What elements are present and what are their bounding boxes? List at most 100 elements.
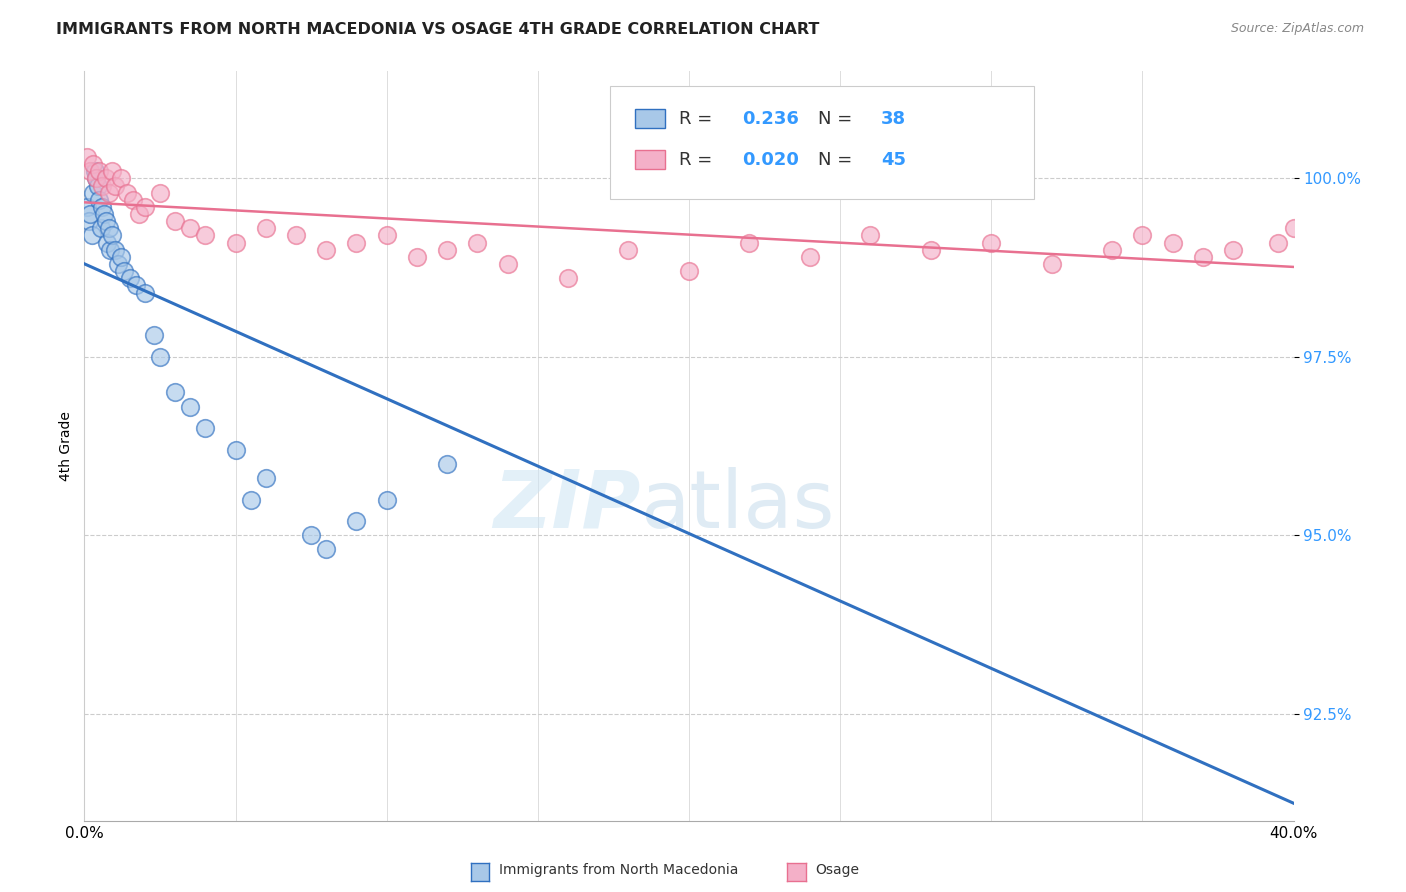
Text: Osage: Osage — [815, 863, 859, 877]
Point — [96, 235, 118, 250]
Point — [225, 442, 247, 457]
Point — [738, 171, 761, 186]
Y-axis label: 4th Grade: 4th Grade — [59, 411, 73, 481]
Point — [1192, 250, 1215, 264]
Point — [254, 221, 277, 235]
Point — [121, 193, 143, 207]
Point — [285, 228, 308, 243]
Text: N =: N = — [818, 110, 858, 128]
Point — [100, 164, 122, 178]
Point — [149, 186, 172, 200]
Point — [920, 243, 942, 257]
Point — [90, 221, 112, 235]
Point — [86, 171, 108, 186]
Text: R =: R = — [679, 110, 718, 128]
Point — [80, 228, 103, 243]
Point — [118, 271, 141, 285]
FancyBboxPatch shape — [634, 109, 665, 128]
Point — [87, 178, 110, 193]
Text: N =: N = — [818, 151, 858, 169]
Point — [239, 492, 262, 507]
Point — [1267, 235, 1289, 250]
Point — [104, 243, 127, 257]
Point — [112, 264, 135, 278]
Text: 0.236: 0.236 — [742, 110, 799, 128]
Point — [254, 471, 277, 485]
Point — [100, 228, 122, 243]
Point — [406, 250, 429, 264]
Point — [107, 257, 129, 271]
Point — [467, 235, 489, 250]
Point — [128, 207, 150, 221]
Point — [86, 171, 108, 186]
Point — [225, 235, 247, 250]
Point — [149, 350, 172, 364]
Point — [125, 278, 148, 293]
FancyBboxPatch shape — [610, 87, 1033, 199]
Text: 38: 38 — [882, 110, 907, 128]
Text: Source: ZipAtlas.com: Source: ZipAtlas.com — [1230, 22, 1364, 36]
Point — [1101, 243, 1123, 257]
Point — [76, 150, 98, 164]
Point — [93, 207, 115, 221]
Point — [436, 243, 458, 257]
Point — [799, 250, 821, 264]
Text: 0.020: 0.020 — [742, 151, 799, 169]
Point — [346, 514, 368, 528]
Point — [678, 264, 700, 278]
Point — [299, 528, 322, 542]
Point — [1222, 243, 1244, 257]
Text: Immigrants from North Macedonia: Immigrants from North Macedonia — [499, 863, 738, 877]
Point — [980, 235, 1002, 250]
Point — [142, 328, 165, 343]
Point — [82, 186, 104, 200]
Point — [194, 228, 217, 243]
Point — [134, 200, 156, 214]
Point — [91, 200, 114, 214]
Point — [98, 243, 121, 257]
Point — [859, 228, 882, 243]
Text: ZIP: ZIP — [494, 467, 641, 545]
Point — [115, 186, 138, 200]
Text: 45: 45 — [882, 151, 907, 169]
Text: atlas: atlas — [641, 467, 835, 545]
Point — [1282, 221, 1305, 235]
Point — [1161, 235, 1184, 250]
Point — [346, 235, 368, 250]
Text: R =: R = — [679, 151, 718, 169]
Point — [375, 492, 398, 507]
Point — [315, 542, 337, 557]
Point — [557, 271, 579, 285]
FancyBboxPatch shape — [634, 151, 665, 169]
Point — [82, 157, 104, 171]
Point — [97, 186, 120, 200]
Point — [436, 457, 458, 471]
Point — [1040, 257, 1063, 271]
Point — [91, 178, 114, 193]
Point — [89, 193, 111, 207]
Point — [179, 400, 201, 414]
Text: IMMIGRANTS FROM NORTH MACEDONIA VS OSAGE 4TH GRADE CORRELATION CHART: IMMIGRANTS FROM NORTH MACEDONIA VS OSAGE… — [56, 22, 820, 37]
Point — [77, 214, 100, 228]
Point — [76, 200, 98, 214]
Point — [315, 243, 337, 257]
Point — [134, 285, 156, 300]
Point — [165, 214, 187, 228]
Point — [110, 171, 132, 186]
Point — [617, 243, 640, 257]
Point — [84, 164, 107, 178]
Point — [89, 164, 111, 178]
Point — [94, 214, 117, 228]
Point — [496, 257, 519, 271]
Point — [738, 235, 761, 250]
Point — [194, 421, 217, 435]
Point — [165, 385, 187, 400]
Point — [79, 207, 101, 221]
Point — [94, 171, 117, 186]
Point — [97, 221, 120, 235]
Point — [179, 221, 201, 235]
Point — [375, 228, 398, 243]
Point — [104, 178, 127, 193]
Point — [79, 164, 101, 178]
Point — [1132, 228, 1154, 243]
